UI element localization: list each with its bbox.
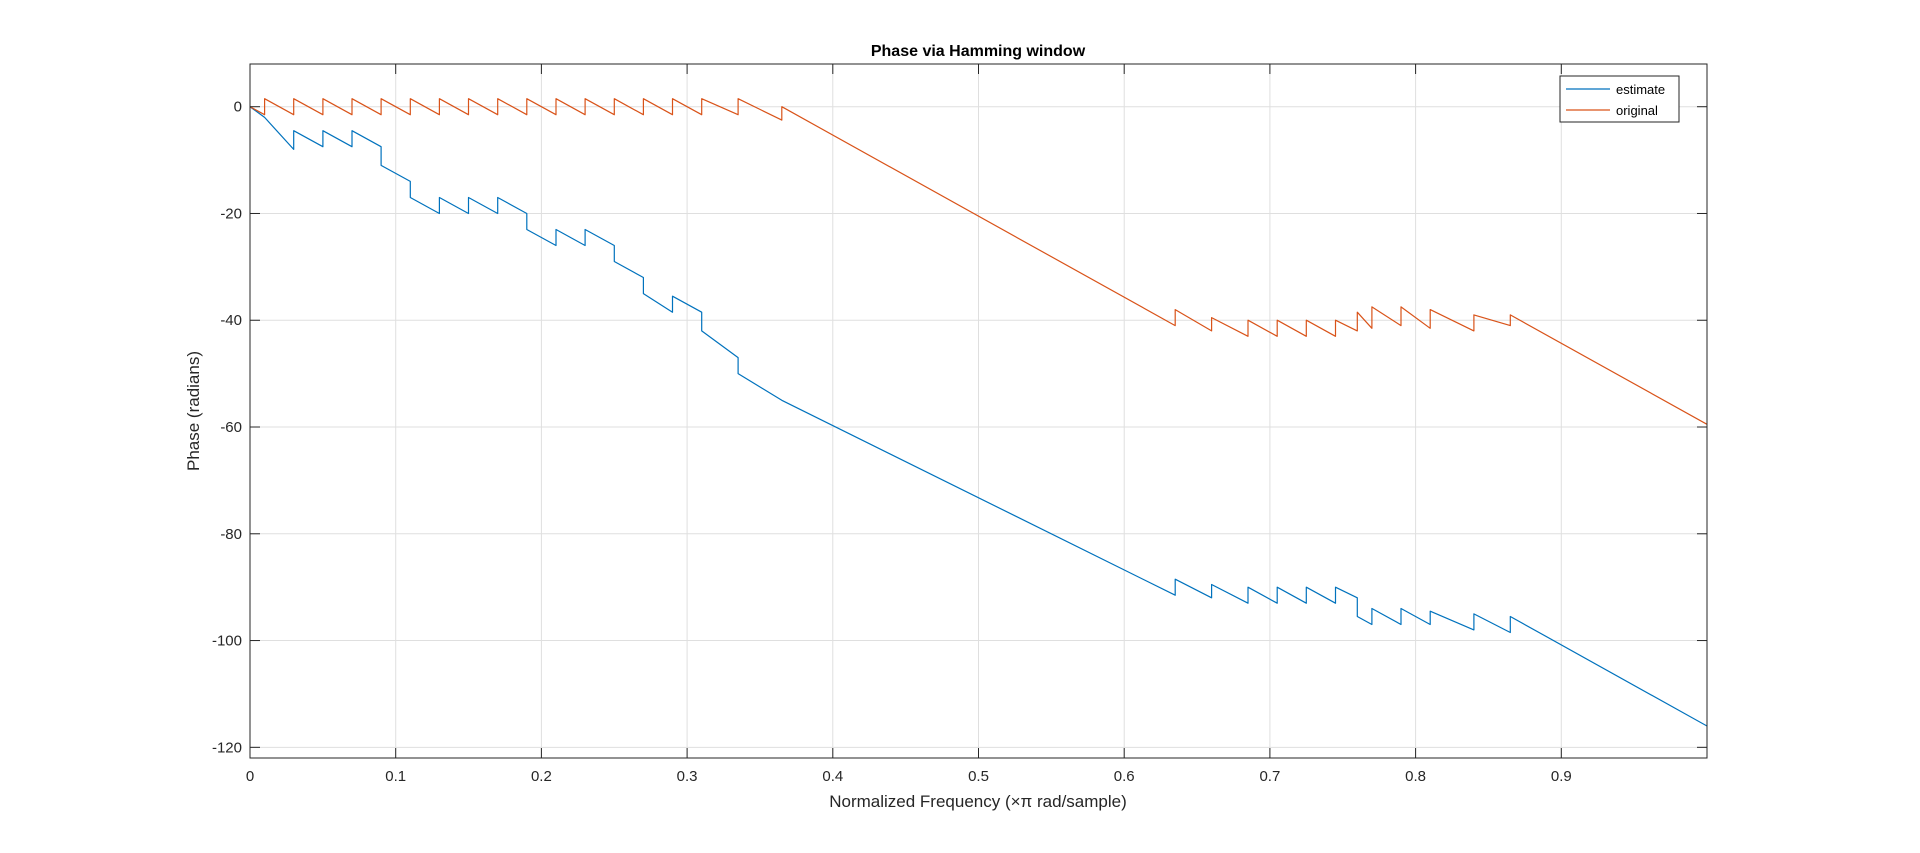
x-tick-label: 0.3 [677,768,698,785]
legend-label-original: original [1616,103,1658,118]
y-tick-labels: 0 -20 -40 -60 -80 -100 -120 [212,99,242,757]
legend-box [1559,75,1680,123]
x-tick-label: 0.6 [1114,768,1135,785]
chart-title: Phase via Hamming window [871,43,1086,60]
series-layer [250,98,1707,727]
legend-label-estimate: estimate [1616,82,1665,97]
x-tick-label: 0.5 [968,768,989,785]
legend: estimate original [1559,75,1680,123]
x-tick-label: 0.1 [385,768,406,785]
x-tick-label: 0 [246,768,254,785]
x-tick-label: 0.2 [531,768,552,785]
x-tick-label: 0.9 [1551,768,1572,785]
x-axis-label: Normalized Frequency (×π rad/sample) [829,792,1127,811]
y-tick-label: -60 [220,419,242,436]
axis-ticks [249,64,1707,758]
series-line-estimate [250,106,1707,727]
x-tick-labels: 0 0.1 0.2 0.3 0.4 0.5 0.6 0.7 0.8 0.9 [246,768,1572,785]
x-tick-label: 0.4 [822,768,843,785]
y-tick-label: -100 [212,633,242,650]
grid [249,64,1707,758]
y-tick-label: -80 [220,526,242,543]
y-tick-label: -20 [220,205,242,222]
y-tick-label: -120 [212,739,242,756]
series-line-original [250,98,1707,425]
y-axis-label: Phase (radians) [184,351,203,471]
y-tick-label: -40 [220,312,242,329]
y-tick-label: 0 [234,99,242,116]
x-tick-label: 0.8 [1405,768,1426,785]
x-tick-label: 0.7 [1259,768,1280,785]
